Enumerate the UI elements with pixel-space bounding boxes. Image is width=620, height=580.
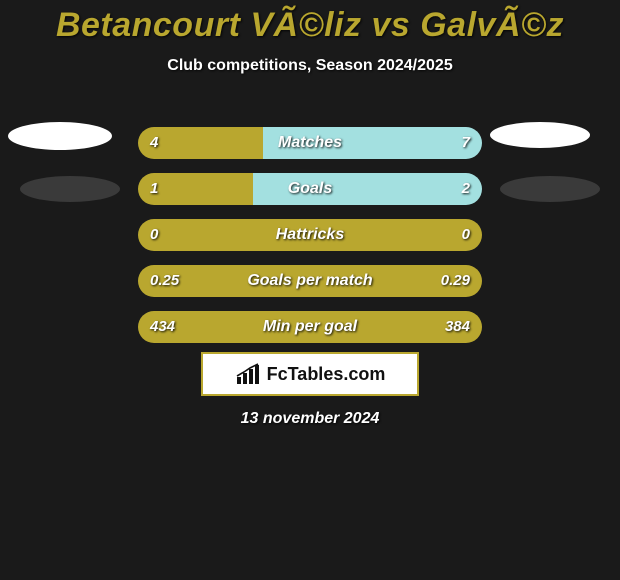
bars-icon bbox=[235, 363, 263, 385]
team-logo-placeholder bbox=[8, 122, 112, 150]
team-logo-placeholder bbox=[500, 176, 600, 202]
footer-brand-box[interactable]: FcTables.com bbox=[201, 352, 419, 396]
stat-row: 0.250.29Goals per match bbox=[0, 258, 620, 304]
team-logo-placeholder bbox=[20, 176, 120, 202]
team-logo-placeholder bbox=[490, 122, 590, 148]
stat-rows: 47Matches12Goals00Hattricks0.250.29Goals… bbox=[0, 120, 620, 350]
page-title: Betancourt VÃ©liz vs GalvÃ©z bbox=[0, 0, 620, 45]
stat-row: 00Hattricks bbox=[0, 212, 620, 258]
date-label: 13 november 2024 bbox=[0, 410, 620, 428]
stat-label: Min per goal bbox=[0, 318, 620, 336]
footer-brand-text: FcTables.com bbox=[267, 364, 386, 385]
footer-brand: FcTables.com bbox=[235, 363, 386, 385]
stat-row: 434384Min per goal bbox=[0, 304, 620, 350]
stat-label: Hattricks bbox=[0, 226, 620, 244]
subtitle: Club competitions, Season 2024/2025 bbox=[0, 57, 620, 75]
stat-label: Goals per match bbox=[0, 272, 620, 290]
comparison-infographic: Betancourt VÃ©liz vs GalvÃ©z Club compet… bbox=[0, 0, 620, 580]
